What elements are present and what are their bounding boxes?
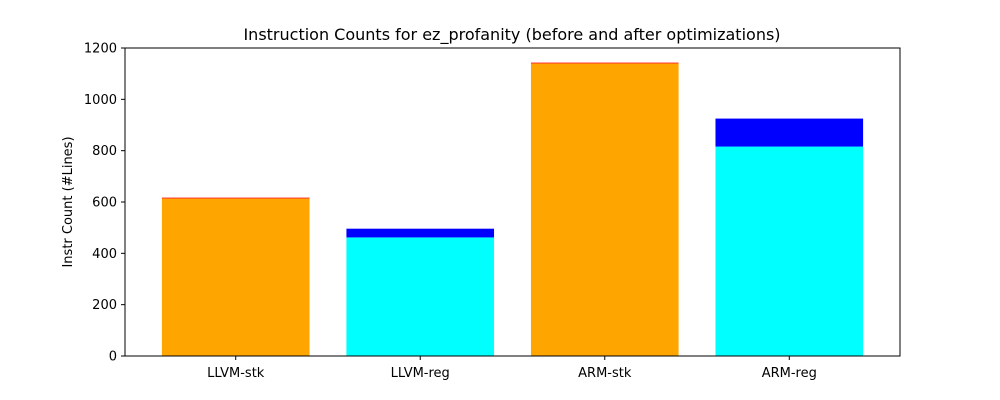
y-tick-label: 200 [92, 298, 117, 313]
y-tick-label: 1000 [84, 93, 117, 108]
y-tick-label: 800 [92, 144, 117, 159]
y-tick-label: 0 [109, 350, 117, 365]
x-tick-label: LLVM-reg [391, 366, 450, 381]
y-tick-label: 400 [92, 247, 117, 262]
bar-llvm-reg-segment-1 [346, 237, 495, 356]
ticks-layer: LLVM-stk LLVM-reg ARM-stk ARM-reg 0 200 400 600… [84, 42, 817, 382]
bar-llvm-stk-segment-2 [161, 197, 310, 199]
bars-layer [161, 62, 864, 357]
y-axis-label: Instr Count (#Lines) [61, 136, 76, 267]
bar-arm-stk-segment-2 [530, 62, 679, 64]
x-tick-label: ARM-reg [762, 366, 817, 381]
y-tick-label: 1200 [84, 42, 117, 57]
plot-frame [124, 47, 901, 357]
x-tick-label: ARM-stk [578, 366, 632, 381]
y-tick-label: 600 [92, 196, 117, 211]
bar-arm-stk-segment-1 [530, 63, 679, 357]
bar-arm-reg-segment-2 [715, 118, 864, 147]
bar-llvm-stk-segment-1 [161, 198, 310, 356]
x-tick-label: LLVM-stk [207, 366, 265, 381]
chart-title: Instruction Counts for ez_profanity (bef… [243, 25, 780, 45]
bar-arm-reg-segment-1 [715, 146, 864, 356]
bar-llvm-reg-segment-2 [346, 228, 495, 238]
